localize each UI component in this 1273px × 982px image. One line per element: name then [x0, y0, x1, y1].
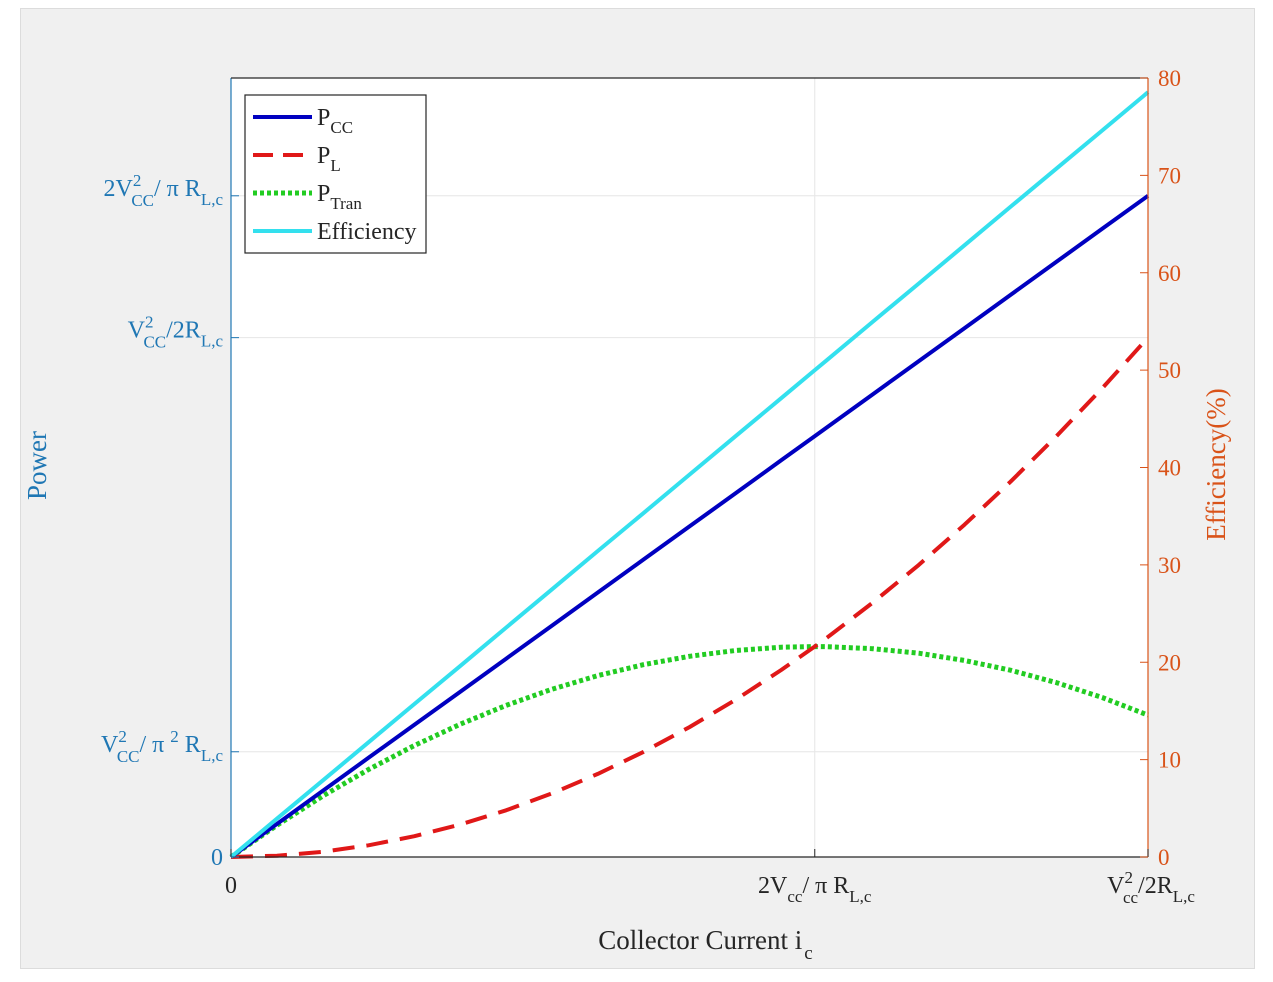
legend-label-efficiency: Efficiency	[317, 219, 417, 245]
x-tick-label: 0	[225, 873, 237, 899]
y-right-tick-label: 50	[1158, 358, 1181, 383]
y-left-tick-label: 0	[211, 845, 223, 871]
y-right-tick-label: 60	[1158, 261, 1181, 286]
y-right-axis-title: Efficiency(%)	[1201, 388, 1231, 540]
x-tick-label: 2Vcc/ π RL,c	[758, 873, 872, 906]
y-left-tick-label: V2 CC/2RL,c	[128, 313, 224, 352]
y-right-tick-label: 70	[1158, 163, 1181, 188]
x-tick-label: V2 cc/2RL,c	[1107, 868, 1195, 907]
svg-text:2Vcc/ π RL,c: 2Vcc/ π RL,c	[758, 873, 872, 906]
legend-box	[244, 94, 427, 254]
gridlines	[231, 78, 1148, 857]
legend-label-pl: PL	[317, 143, 341, 175]
legend-label-ptran: PTran	[317, 181, 362, 213]
svg-text:0: 0	[225, 873, 237, 899]
series-group	[229, 90, 1150, 860]
y-right-tick-label: 10	[1158, 748, 1181, 773]
pcc-line	[229, 194, 1150, 859]
y-right-tick-label: 80	[1158, 66, 1181, 91]
y-right-tick-label: 20	[1158, 650, 1181, 675]
y-right-tick-label: 0	[1158, 845, 1170, 870]
y-right-tick-label: 40	[1158, 456, 1181, 481]
pl-line	[230, 336, 1150, 859]
y-left-tick-label: V2 CC/ π 2 RL,c	[101, 727, 223, 766]
y-left-axis-title: Power	[22, 431, 52, 500]
legend-label-pcc: PCC	[317, 105, 353, 137]
legend: PCC PL PTran Efficiency	[244, 94, 427, 254]
efficiency-line	[229, 90, 1150, 859]
ptran-line	[229, 644, 1149, 860]
svg-text:0: 0	[211, 845, 223, 871]
y-right-tick-label: 30	[1158, 553, 1181, 578]
y-left-tick-label: 2V2 CC/ π RL,c	[103, 171, 223, 210]
